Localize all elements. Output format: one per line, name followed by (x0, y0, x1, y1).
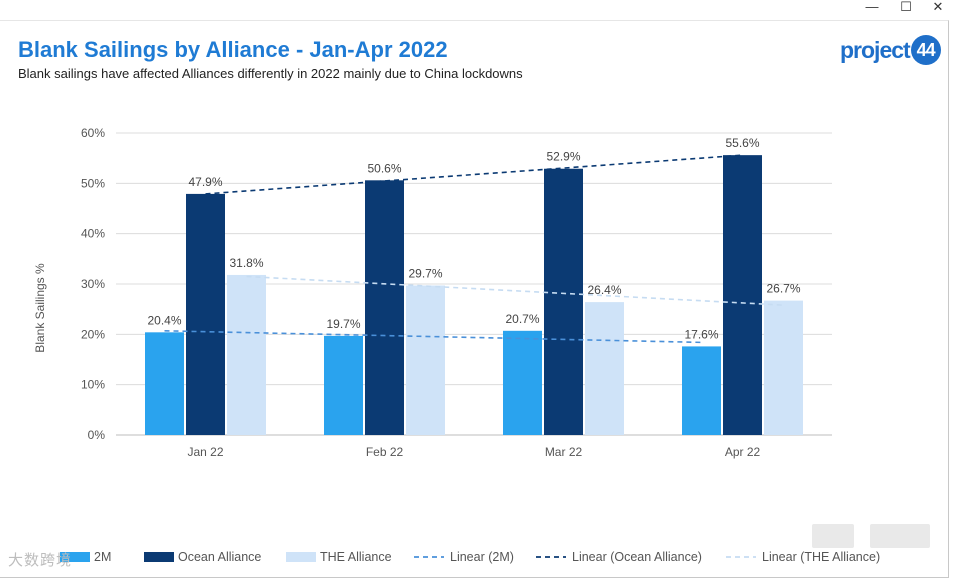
x-tick-label: Apr 22 (725, 445, 761, 459)
redacted-area (870, 524, 930, 548)
y-tick-label: 30% (81, 277, 105, 291)
bar-2m (503, 330, 542, 435)
bar-the-alliance (585, 302, 624, 435)
y-tick-label: 60% (81, 126, 105, 140)
y-tick-label: 50% (81, 176, 105, 190)
data-label: 17.6% (684, 327, 718, 341)
y-tick-label: 10% (81, 378, 105, 392)
logo-badge: 44 (910, 35, 941, 65)
data-label: 47.9% (188, 175, 222, 189)
y-axis-label: Blank Sailings % (33, 263, 47, 353)
chart-title: Blank Sailings by Alliance - Jan-Apr 202… (18, 37, 448, 62)
bar-ocean-alliance (186, 193, 225, 435)
legend-label: Linear (2M) (450, 550, 514, 564)
legend-swatch (144, 552, 174, 562)
legend-label: Linear (THE Alliance) (762, 550, 880, 564)
bar-2m (324, 335, 363, 435)
window-titlebar: — ☐ ✕ (0, 0, 954, 20)
project44-logo: project 44 (840, 34, 941, 66)
redacted-area (812, 524, 854, 548)
minimize-button[interactable]: — (865, 0, 879, 14)
y-tick-label: 40% (81, 227, 105, 241)
bar-the-alliance (406, 285, 445, 435)
data-label: 31.8% (229, 256, 263, 270)
legend-label: 2M (94, 550, 111, 564)
data-label: 52.9% (546, 150, 580, 164)
y-tick-label: 20% (81, 327, 105, 341)
data-label: 29.7% (408, 267, 442, 281)
bar-ocean-alliance (365, 180, 404, 435)
watermark-text: 大数跨境 (8, 552, 73, 569)
chart-subtitle: Blank sailings have affected Alliances d… (18, 66, 523, 81)
legend-label: THE Alliance (320, 550, 392, 564)
bar-2m (682, 346, 721, 435)
legend-label: Linear (Ocean Alliance) (572, 550, 702, 564)
legend-swatch (286, 552, 316, 562)
data-label: 26.4% (587, 283, 621, 297)
maximize-button[interactable]: ☐ (900, 0, 912, 14)
data-label: 20.4% (147, 313, 181, 327)
trendline-linear-ocean-alliance (205, 154, 743, 195)
x-tick-label: Feb 22 (366, 445, 404, 459)
bar-2m (145, 332, 184, 435)
bar-ocean-alliance (544, 168, 583, 435)
legend-swatch (60, 552, 90, 562)
data-label: 19.7% (326, 317, 360, 331)
chart-frame (0, 20, 949, 578)
data-label: 55.6% (725, 136, 759, 150)
data-label: 50.6% (367, 161, 401, 175)
x-tick-label: Jan 22 (187, 445, 223, 459)
logo-text: project (840, 36, 911, 63)
legend-label: Ocean Alliance (178, 550, 261, 564)
x-tick-label: Mar 22 (545, 445, 583, 459)
data-label: 26.7% (766, 282, 800, 296)
trendline-linear-the-alliance (246, 275, 784, 306)
bar-ocean-alliance (723, 155, 762, 435)
bar-the-alliance (227, 274, 266, 435)
data-label: 20.7% (505, 312, 539, 326)
y-tick-label: 0% (88, 428, 106, 442)
close-button[interactable]: ✕ (932, 0, 944, 14)
bar-the-alliance (764, 300, 803, 435)
